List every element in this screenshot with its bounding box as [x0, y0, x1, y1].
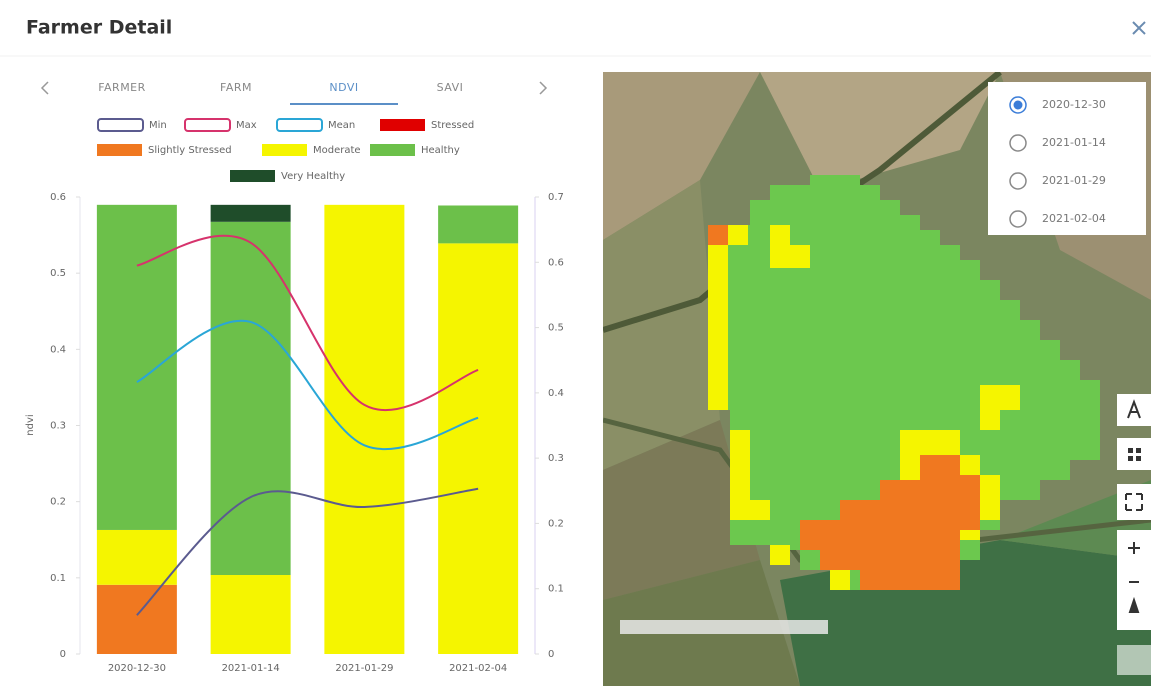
legend-swatch[interactable]	[184, 118, 231, 132]
y2-tick-label: 0.4	[548, 388, 564, 399]
y2-tick-label: 0	[548, 649, 554, 660]
radio-button[interactable]	[1009, 134, 1027, 152]
y-tick-label: 0	[60, 649, 66, 660]
y-tick-label: 0.6	[50, 192, 66, 203]
y-tick-label: 0.1	[50, 573, 66, 584]
y-tick-label: 0.4	[50, 344, 66, 355]
bar-segment	[210, 575, 291, 654]
legend-label[interactable]: Min	[149, 120, 167, 131]
x-tick-label: 2021-01-14	[222, 663, 280, 674]
radio-dot	[1013, 100, 1023, 110]
radio-button[interactable]	[1009, 172, 1027, 190]
bar-segment	[438, 205, 519, 244]
tab[interactable]: NDVI	[329, 81, 358, 94]
layers-button[interactable]	[1117, 438, 1151, 470]
tab-next[interactable]	[539, 81, 548, 95]
y2-tick-label: 0.6	[548, 257, 564, 268]
legend-swatch[interactable]	[230, 170, 275, 182]
y2-tick-label: 0.5	[548, 323, 564, 334]
bar-segment	[438, 243, 519, 655]
y-tick-label: 0.2	[50, 497, 66, 508]
legend-label[interactable]: Max	[236, 120, 257, 131]
tab-prev[interactable]	[40, 81, 49, 95]
legend-label[interactable]: Mean	[328, 120, 355, 131]
tab[interactable]: SAVI	[437, 81, 464, 94]
y-tick-label: 0.5	[50, 268, 66, 279]
radio-button[interactable]	[1009, 210, 1027, 228]
legend-label[interactable]: Moderate	[313, 145, 361, 156]
legend-swatch[interactable]	[97, 144, 142, 156]
tab[interactable]: FARMER	[98, 81, 146, 94]
legend-label[interactable]: Very Healthy	[281, 171, 345, 182]
reset-button[interactable]	[1117, 645, 1151, 675]
y2-tick-label: 0.1	[548, 584, 564, 595]
tab[interactable]: FARM	[220, 81, 252, 94]
line-series	[136, 234, 479, 412]
y-tick-label: 0.3	[50, 421, 66, 432]
line-series	[136, 487, 479, 616]
radio-label[interactable]: 2021-01-14	[1042, 136, 1106, 149]
fullscreen-button[interactable]	[1117, 484, 1151, 520]
legend-label[interactable]: Stressed	[431, 120, 474, 131]
y2-tick-label: 0.2	[548, 518, 564, 529]
radio-label[interactable]: 2021-02-04	[1042, 212, 1106, 225]
legend-label[interactable]: Healthy	[421, 145, 460, 156]
y2-tick-label: 0.3	[548, 453, 564, 464]
close-button[interactable]	[1132, 21, 1146, 35]
map-controls	[1117, 394, 1151, 675]
bar-segment	[96, 584, 177, 654]
bar-segment	[210, 204, 291, 222]
radio-label[interactable]: 2020-12-30	[1042, 98, 1106, 111]
legend-label[interactable]: Slightly Stressed	[148, 145, 232, 156]
legend-swatch[interactable]	[380, 119, 425, 131]
legend-swatch[interactable]	[370, 144, 415, 156]
north-button[interactable]	[1117, 394, 1151, 426]
y-axis-label: ndvi	[25, 414, 36, 435]
legend-swatch[interactable]	[262, 144, 307, 156]
bar-segment	[96, 204, 177, 530]
x-tick-label: 2021-02-04	[449, 663, 507, 674]
radio-label[interactable]: 2021-01-29	[1042, 174, 1106, 187]
y2-tick-label: 0.7	[548, 192, 564, 203]
x-tick-label: 2021-01-29	[335, 663, 393, 674]
bar-segment	[96, 529, 177, 585]
x-tick-label: 2020-12-30	[108, 663, 166, 674]
dialog-title: Farmer Detail	[26, 17, 172, 39]
line-series	[136, 319, 479, 451]
bar-segment	[324, 204, 405, 654]
legend-swatch[interactable]	[276, 118, 323, 132]
legend-swatch[interactable]	[97, 118, 144, 132]
